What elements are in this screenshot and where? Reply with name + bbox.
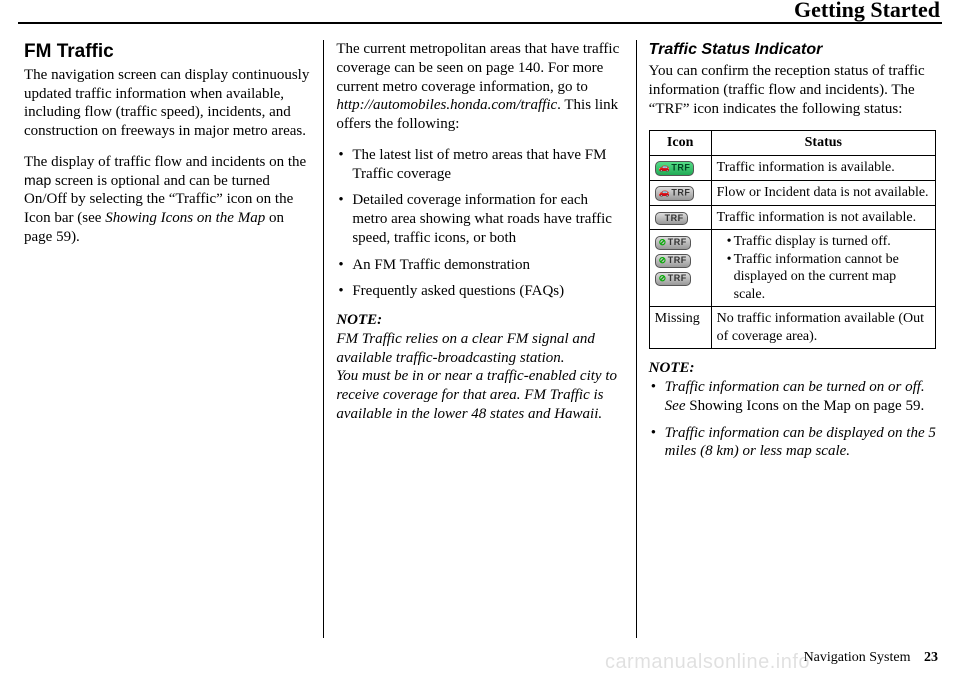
- list-item: Traffic information can be displayed on …: [649, 424, 936, 462]
- list-item: Detailed coverage information for each m…: [336, 191, 623, 247]
- list-item: Frequently asked questions (FAQs): [336, 282, 623, 301]
- list-item: Traffic information cannot be displayed …: [724, 251, 930, 304]
- col3-note-list: Traffic information can be turned on or …: [649, 378, 936, 461]
- status-cell: Traffic information is not available.: [711, 205, 935, 230]
- list-item: An FM Traffic demonstration: [336, 256, 623, 275]
- th-status: Status: [711, 131, 935, 156]
- status-cell: No traffic information available (Out of…: [711, 307, 935, 349]
- map-word: map: [24, 172, 51, 188]
- column-1: FM Traffic The navigation screen can dis…: [20, 40, 324, 638]
- url-text: http://automobiles.honda.com/traffic: [336, 97, 557, 113]
- status-cell: Flow or Incident data is not available.: [711, 180, 935, 205]
- table-row: Missing No traffic information available…: [649, 307, 935, 349]
- top-rule: [18, 22, 942, 24]
- status-cell: Traffic display is turned off. Traffic i…: [711, 230, 935, 307]
- cross-ref: Showing Icons on the Map: [105, 210, 265, 226]
- col2-note-body: FM Traffic relies on a clear FM signal a…: [336, 330, 623, 424]
- table-row: 🚗TRF Flow or Incident data is not availa…: [649, 180, 935, 205]
- icon-cell: TRF: [649, 205, 711, 230]
- text: The display of traffic flow and incident…: [24, 154, 306, 170]
- column-2: The current metropolitan areas that have…: [324, 40, 636, 638]
- list-item: Traffic information can be turned on or …: [649, 378, 936, 416]
- cross-ref: Showing Icons on the Map: [689, 398, 851, 414]
- icon-cell: ⊘TRF ⊘TRF ⊘TRF: [649, 230, 711, 307]
- trf-off-icon: ⊘TRF: [655, 254, 691, 268]
- th-icon: Icon: [649, 131, 711, 156]
- content-area: FM Traffic The navigation screen can dis…: [20, 40, 940, 638]
- list-item: Traffic display is turned off.: [724, 233, 930, 251]
- column-3: Traffic Status Indicator You can confirm…: [637, 40, 940, 638]
- icon-cell-missing: Missing: [649, 307, 711, 349]
- table-row: 🚗TRF Traffic information is available.: [649, 155, 935, 180]
- note-label: NOTE:: [336, 311, 623, 330]
- status-table: Icon Status 🚗TRF Traffic information is …: [649, 130, 936, 349]
- col1-para2: The display of traffic flow and incident…: [24, 153, 311, 247]
- watermark: carmanualsonline.info: [605, 651, 810, 674]
- text: The current metropolitan areas that have…: [336, 41, 619, 95]
- table-header-row: Icon Status: [649, 131, 935, 156]
- text: on page 59.: [851, 398, 924, 414]
- trf-off-icon: ⊘TRF: [655, 272, 691, 286]
- col2-para1: The current metropolitan areas that have…: [336, 40, 623, 134]
- trf-gray-car-icon: 🚗TRF: [655, 186, 695, 200]
- table-row: ⊘TRF ⊘TRF ⊘TRF Traffic display is turned…: [649, 230, 935, 307]
- col1-para1: The navigation screen can display contin…: [24, 66, 311, 141]
- trf-green-icon: 🚗TRF: [655, 161, 695, 175]
- fm-traffic-heading: FM Traffic: [24, 40, 311, 64]
- note-label: NOTE:: [649, 359, 936, 378]
- page-footer: Navigation System 23: [804, 650, 938, 666]
- col2-bullet-list: The latest list of metro areas that have…: [336, 146, 623, 301]
- traffic-status-heading: Traffic Status Indicator: [649, 40, 936, 60]
- trf-gray-icon: TRF: [655, 212, 688, 226]
- status-cell: Traffic information is available.: [711, 155, 935, 180]
- table-row: TRF Traffic information is not available…: [649, 205, 935, 230]
- col3-para1: You can confirm the reception status of …: [649, 62, 936, 118]
- trf-off-icon: ⊘TRF: [655, 236, 691, 250]
- list-item: The latest list of metro areas that have…: [336, 146, 623, 184]
- status-sub-list: Traffic display is turned off. Traffic i…: [717, 233, 930, 303]
- page-number: 23: [924, 650, 938, 665]
- chapter-title: Getting Started: [794, 0, 940, 23]
- icon-cell: 🚗TRF: [649, 155, 711, 180]
- footer-label: Navigation System: [804, 650, 911, 665]
- icon-cell: 🚗TRF: [649, 180, 711, 205]
